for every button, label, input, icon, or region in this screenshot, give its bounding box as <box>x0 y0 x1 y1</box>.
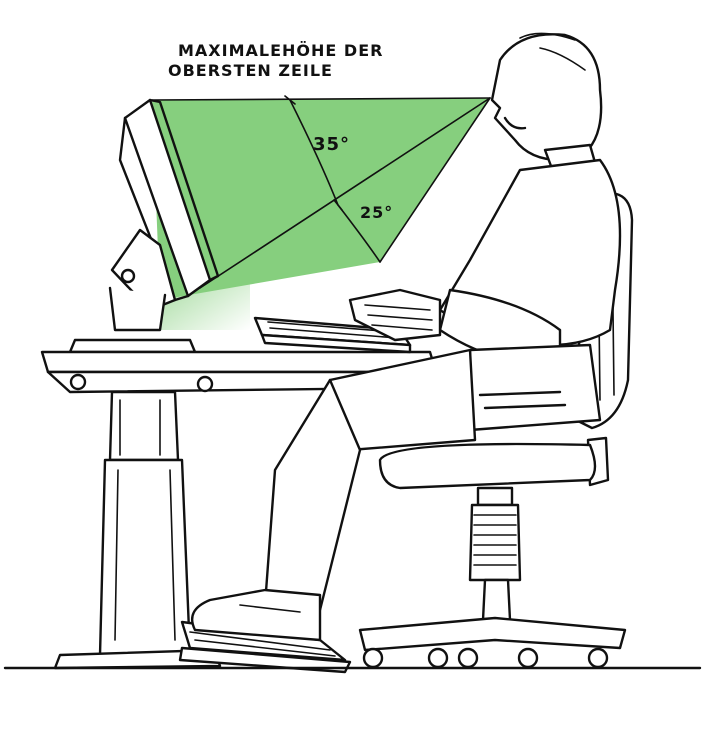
view-cone-glow <box>160 270 250 330</box>
angle-label-lower: 25° <box>360 203 393 222</box>
caption-line-1: MAXIMALEHÖHE DER <box>178 41 383 60</box>
angle-label-upper: 35° <box>313 134 350 155</box>
monitor <box>68 98 220 354</box>
keyboard <box>253 316 412 354</box>
view-cone-area <box>152 98 490 300</box>
seated-person <box>190 32 622 642</box>
view-cone <box>151 95 491 330</box>
caption-line-2: OBERSTEN ZEILE <box>168 61 333 80</box>
